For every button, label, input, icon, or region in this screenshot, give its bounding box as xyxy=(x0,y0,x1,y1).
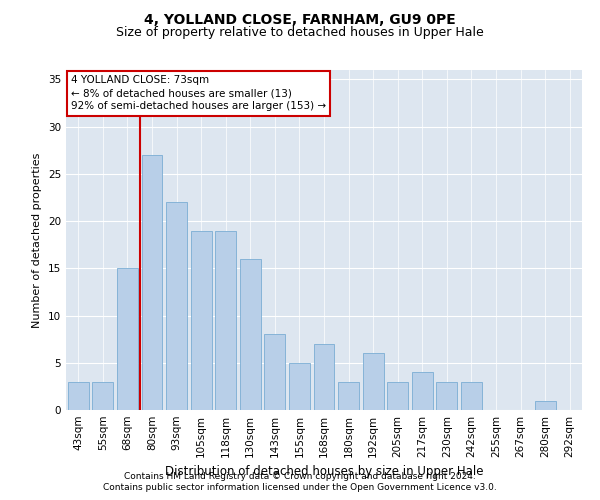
Bar xyxy=(535,400,556,410)
Bar xyxy=(387,382,408,410)
Text: Contains HM Land Registry data © Crown copyright and database right 2024.: Contains HM Land Registry data © Crown c… xyxy=(124,472,476,481)
Text: 4, YOLLAND CLOSE, FARNHAM, GU9 0PE: 4, YOLLAND CLOSE, FARNHAM, GU9 0PE xyxy=(144,12,456,26)
Bar xyxy=(215,230,236,410)
Bar xyxy=(461,382,482,410)
Bar xyxy=(142,155,163,410)
Text: 4 YOLLAND CLOSE: 73sqm
← 8% of detached houses are smaller (13)
92% of semi-deta: 4 YOLLAND CLOSE: 73sqm ← 8% of detached … xyxy=(71,75,326,112)
X-axis label: Distribution of detached houses by size in Upper Hale: Distribution of detached houses by size … xyxy=(165,466,483,478)
Bar xyxy=(191,230,212,410)
Bar xyxy=(265,334,286,410)
Bar xyxy=(412,372,433,410)
Bar xyxy=(436,382,457,410)
Text: Size of property relative to detached houses in Upper Hale: Size of property relative to detached ho… xyxy=(116,26,484,39)
Bar xyxy=(68,382,89,410)
Bar xyxy=(362,354,383,410)
Bar xyxy=(92,382,113,410)
Bar xyxy=(240,259,261,410)
Bar xyxy=(117,268,138,410)
Bar xyxy=(289,363,310,410)
Text: Contains public sector information licensed under the Open Government Licence v3: Contains public sector information licen… xyxy=(103,484,497,492)
Bar xyxy=(314,344,334,410)
Y-axis label: Number of detached properties: Number of detached properties xyxy=(32,152,43,328)
Bar xyxy=(338,382,359,410)
Bar xyxy=(166,202,187,410)
